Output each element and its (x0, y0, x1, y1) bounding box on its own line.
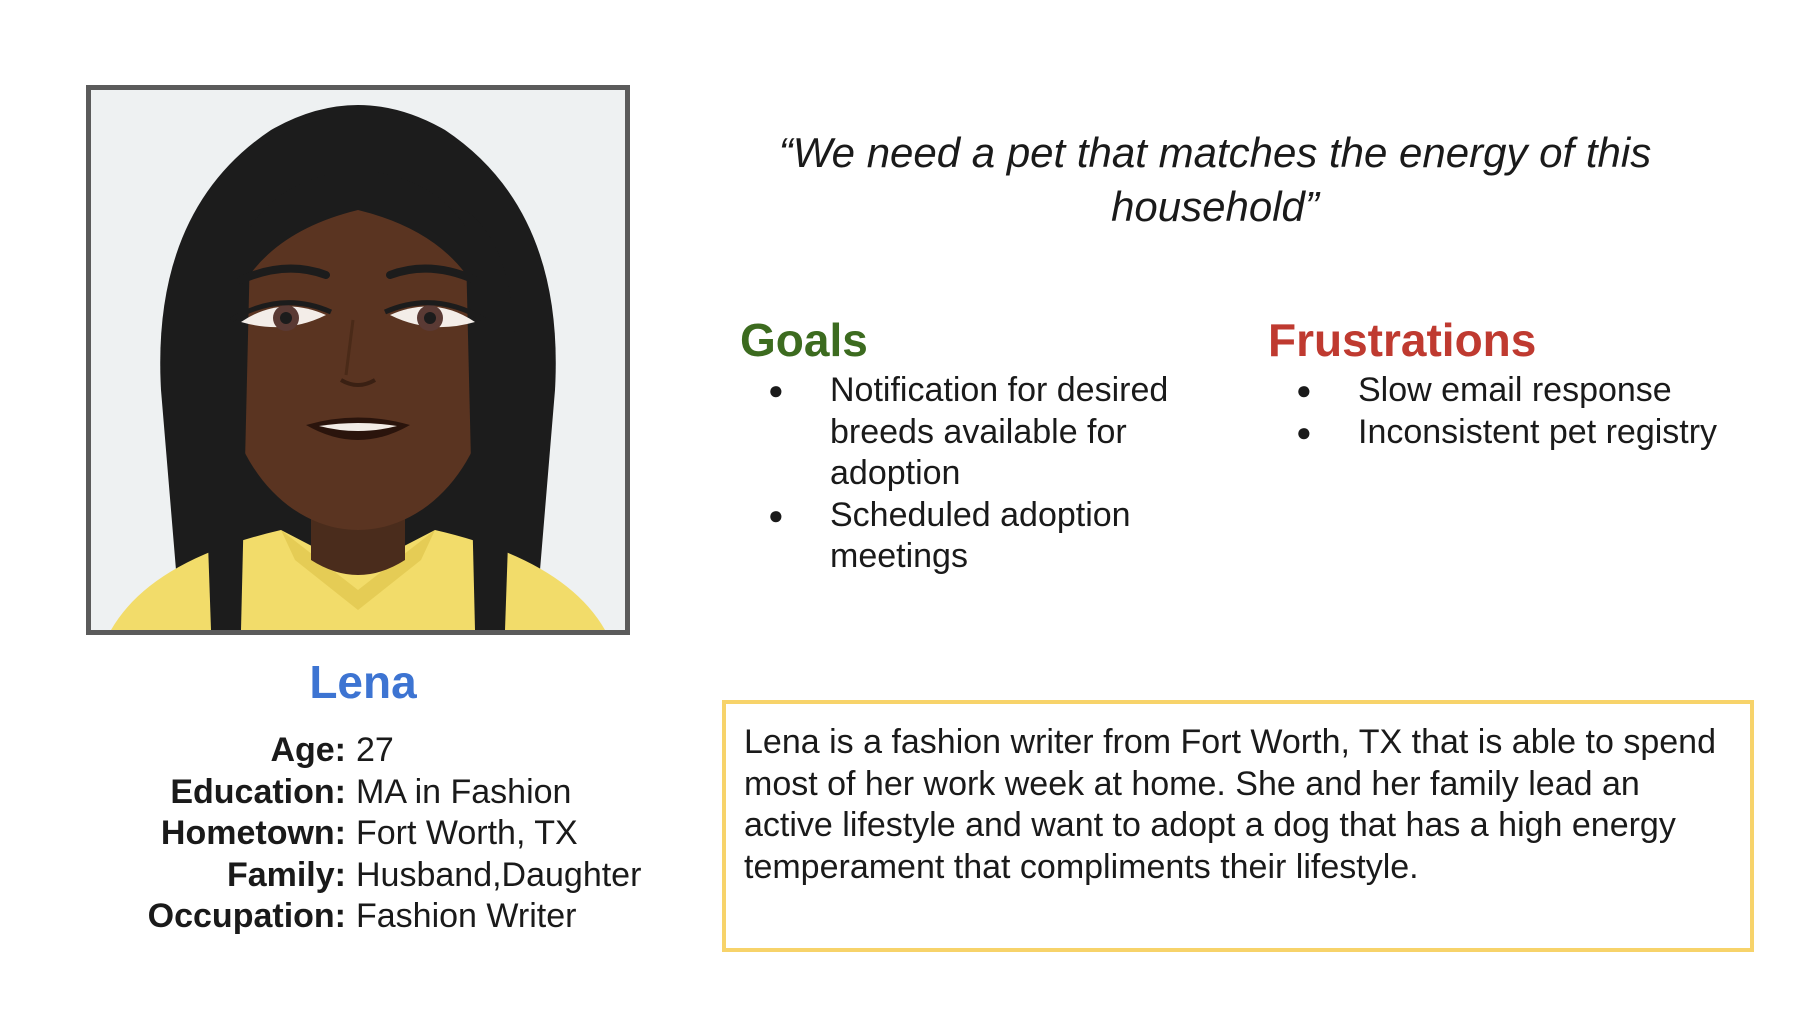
list-item: ● Notification for desired breeds availa… (740, 370, 1240, 495)
detail-value: Fort Worth, TX (356, 814, 578, 852)
bullet-icon: ● (1296, 375, 1312, 405)
frustration-text: Inconsistent pet registry (1358, 412, 1718, 451)
bio-text: Lena is a fashion writer from Fort Worth… (744, 723, 1716, 886)
detail-label: Family: (226, 855, 346, 894)
persona-details: Age: 27 Education: MA in Fashion Hometow… (0, 730, 700, 938)
person-avatar-icon (91, 90, 625, 630)
bio-box: Lena is a fashion writer from Fort Worth… (722, 700, 1754, 952)
goals-title: Goals (740, 314, 868, 366)
goal-text: Notification for desired breeds availabl… (830, 371, 1169, 492)
detail-row-hometown: Hometown: Fort Worth, TX (0, 813, 700, 855)
detail-row-education: Education: MA in Fashion (0, 772, 700, 814)
frustrations-title: Frustrations (1268, 314, 1537, 366)
detail-label: Occupation: (147, 897, 346, 935)
list-item: ● Inconsistent pet registry (1268, 412, 1738, 454)
persona-avatar (86, 85, 630, 635)
list-item: ● Scheduled adoption meetings (740, 495, 1240, 578)
detail-label: Hometown: (160, 814, 346, 852)
goals-section: Goals ● Notification for desired breeds … (740, 310, 1240, 578)
frustrations-section: Frustrations ● Slow email response ● Inc… (1268, 310, 1738, 453)
detail-value: Husband,Daughter (356, 855, 642, 894)
detail-label: Education: (170, 772, 346, 811)
goals-list: ● Notification for desired breeds availa… (740, 370, 1240, 578)
bullet-icon: ● (768, 499, 784, 530)
bullet-icon: ● (768, 375, 784, 405)
list-item: ● Slow email response (1268, 370, 1738, 412)
detail-row-age: Age: 27 (0, 730, 700, 772)
detail-value: 27 (356, 731, 394, 769)
detail-row-family: Family: Husband,Daughter (0, 855, 700, 897)
goal-text: Scheduled adoption meetings (830, 495, 1131, 576)
bullet-icon: ● (1296, 416, 1312, 447)
detail-value: Fashion Writer (356, 897, 577, 935)
frustration-text: Slow email response (1358, 371, 1672, 409)
persona-name: Lena (309, 656, 417, 708)
detail-row-occupation: Occupation: Fashion Writer (0, 896, 700, 938)
persona-quote: “We need a pet that matches the energy o… (778, 129, 1652, 230)
detail-label: Age: (270, 731, 346, 769)
detail-value: MA in Fashion (356, 772, 572, 811)
frustrations-list: ● Slow email response ● Inconsistent pet… (1268, 370, 1738, 453)
